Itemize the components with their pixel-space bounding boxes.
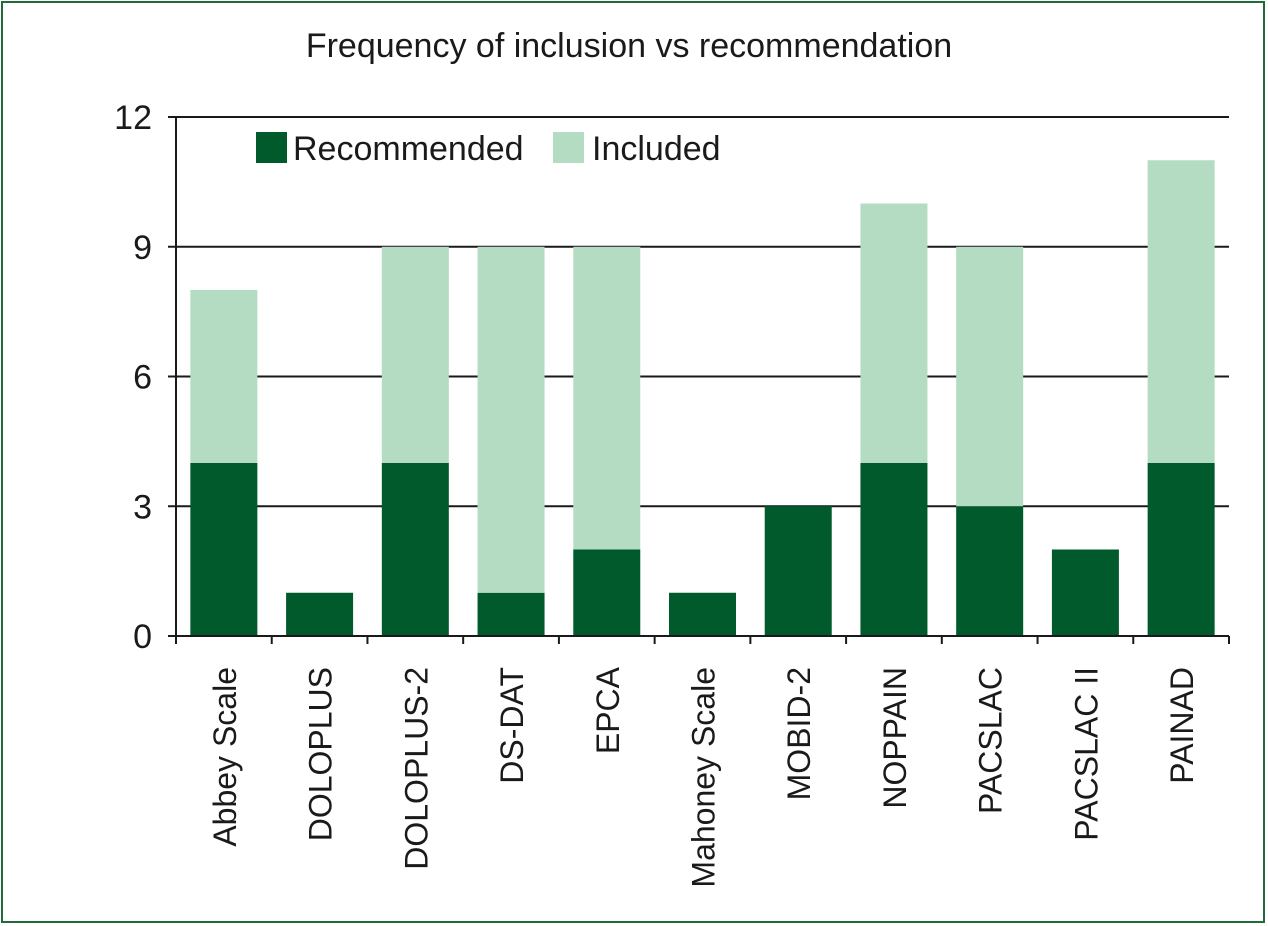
y-tick-label: 9: [133, 229, 152, 267]
bar-recommended-7: [764, 506, 832, 636]
x-category-label: DS-DAT: [494, 667, 530, 784]
bar-included-11: [1147, 160, 1215, 463]
y-tick-label: 0: [133, 618, 152, 656]
bar-recommended-3: [381, 463, 449, 636]
x-category-label: EPCA: [590, 666, 626, 754]
x-category-label: DOLOPLUS-2: [398, 667, 434, 870]
bar-recommended-2: [286, 592, 354, 636]
x-category-label: Abbey Scale: [207, 667, 243, 847]
legend-label-included: Included: [592, 130, 721, 168]
bar-recommended-8: [860, 463, 928, 636]
x-category-label: NOPPAIN: [877, 667, 913, 809]
bar-recommended-6: [669, 592, 736, 636]
legend: Recommended Included: [256, 130, 721, 168]
x-category-label: DOLOPLUS: [303, 667, 339, 841]
bar-included-9: [956, 246, 1024, 507]
bar-included-1: [190, 290, 258, 463]
bar-recommended-4: [477, 592, 545, 636]
x-category-label: MOBID-2: [781, 667, 817, 800]
bar-recommended-1: [190, 463, 258, 636]
x-category-labels: Abbey Scale DOLOPLUS DOLOPLUS-2 DS-DAT EPCA M…: [207, 666, 1200, 887]
bar-included-3: [381, 246, 449, 463]
bar-recommended-11: [1147, 463, 1215, 636]
x-category-label: PACSLAC II: [1068, 667, 1104, 841]
axes: [168, 116, 1230, 644]
x-category-label: PAINAD: [1164, 667, 1200, 784]
bar-recommended-5: [573, 549, 641, 636]
bar-included-8: [860, 203, 928, 463]
bar-recommended-9: [956, 506, 1024, 636]
legend-swatch-included: [553, 132, 584, 163]
x-category-label: Mahoney Scale: [686, 667, 722, 888]
bar-included-4: [477, 246, 545, 593]
gridlines: [176, 116, 1229, 508]
x-category-label: PACSLAC: [973, 667, 1009, 814]
chart-title: Frequency of inclusion vs recommendation: [306, 27, 952, 65]
bar-included-5: [573, 246, 641, 550]
y-tick-label: 12: [114, 99, 152, 137]
legend-label-recommended: Recommended: [293, 130, 524, 168]
y-tick-label: 3: [133, 488, 152, 526]
y-tick-label: 6: [133, 359, 152, 397]
legend-swatch-recommended: [256, 132, 287, 163]
bars: [190, 160, 1215, 636]
y-tick-labels: 0 3 6 9 12: [114, 99, 152, 656]
bar-recommended-10: [1051, 549, 1119, 636]
